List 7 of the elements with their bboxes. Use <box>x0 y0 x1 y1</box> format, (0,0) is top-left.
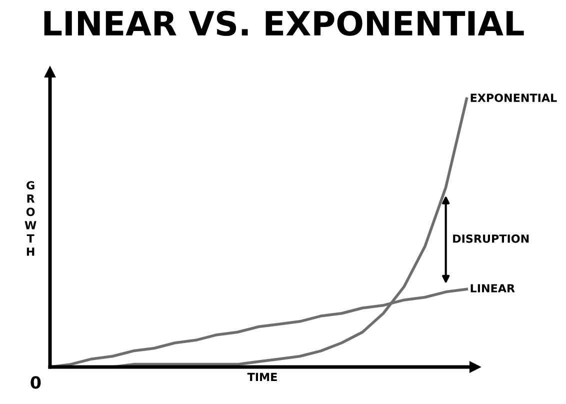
series-label: EXPONENTIAL <box>470 94 557 102</box>
chart-title: LINEAR VS. EXPONENTIAL <box>44 10 524 36</box>
text: 0 <box>30 376 41 389</box>
y-axis-title: GROWTH <box>24 181 36 256</box>
series-label: LINEAR <box>470 284 515 292</box>
x-axis-title: TIME <box>247 372 277 381</box>
annotation: DISRUPTION <box>453 234 529 243</box>
